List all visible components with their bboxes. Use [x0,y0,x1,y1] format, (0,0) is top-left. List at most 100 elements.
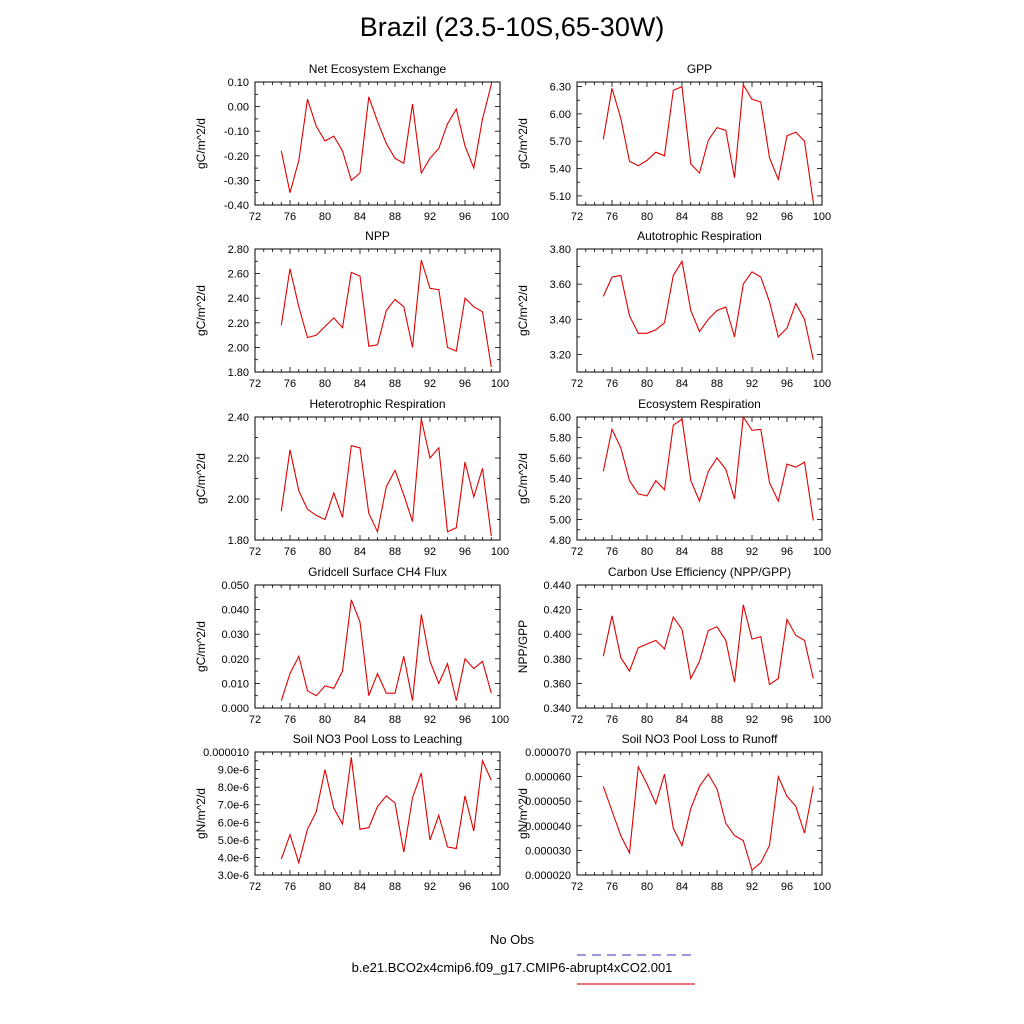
x-tick-label: 84 [676,714,688,726]
x-tick-label: 72 [571,546,583,558]
x-tick-label: 96 [781,714,793,726]
x-tick-label: 100 [491,378,509,390]
plot-frame [576,584,823,709]
y-tick-label: 5.40 [550,474,571,486]
y-tick-label: 0.10 [228,77,249,89]
plot-frame [576,751,823,876]
x-tick-label: 76 [606,378,618,390]
panel-title: Soil NO3 Pool Loss to Runoff [622,732,779,746]
y-tick-label: 7.0e-6 [218,800,249,812]
panel-title: Autotrophic Respiration [637,229,762,243]
y-tick-label: 4.80 [550,535,571,547]
x-tick-label: 72 [571,378,583,390]
panel-title: Gridcell Surface CH4 Flux [308,565,447,579]
x-tick-label: 92 [424,546,436,558]
x-tick-label: 100 [813,881,831,893]
y-tick-label: 0.360 [543,678,571,690]
x-tick-label: 80 [641,378,653,390]
chart-panel-2: GPP gC/m^2/d 72 76 80 84 88 92 96 100 5.10 5.40 5.70… [516,62,831,223]
y-tick-label: 0.010 [221,678,249,690]
y-axis-label: gC/m^2/d [516,118,530,169]
panel-title: Carbon Use Efficiency (NPP/GPP) [608,565,791,579]
chart-panel-5: Heterotrophic Respiration gC/m^2/d 72 76 80 8… [194,397,509,558]
y-tick-label: 0.340 [543,703,571,715]
x-tick-label: 76 [606,881,618,893]
y-tick-label: 2.40 [228,412,249,424]
x-tick-label: 100 [813,714,831,726]
legend [577,954,695,985]
x-tick-label: 96 [781,546,793,558]
y-tick-label: 2.60 [228,269,249,281]
x-tick-label: 88 [389,714,401,726]
x-tick-label: 100 [813,211,831,223]
x-tick-label: 72 [249,378,261,390]
x-tick-label: 100 [491,211,509,223]
x-tick-label: 96 [459,211,471,223]
y-axis-label: gC/m^2/d [516,285,530,336]
y-tick-label: 2.20 [228,453,249,465]
y-tick-label: 5.0e-6 [218,835,249,847]
x-tick-label: 80 [641,211,653,223]
x-tick-label: 84 [354,546,366,558]
y-tick-label: 0.000020 [525,870,571,882]
x-tick-label: 96 [459,881,471,893]
y-tick-label: 0.000030 [525,845,571,857]
x-tick-label: 80 [319,211,331,223]
panel-title: Net Ecosystem Exchange [309,62,447,76]
x-tick-label: 96 [459,546,471,558]
y-axis-label: gN/m^2/d [516,788,530,839]
y-tick-label: 0.000 [221,703,249,715]
series-line [602,259,814,360]
y-tick-label: 4.0e-6 [218,852,249,864]
x-tick-label: 88 [711,546,723,558]
chart-panel-4: Autotrophic Respiration gC/m^2/d 72 76 80 84 8… [516,229,831,390]
chart-panel-10: Soil NO3 Pool Loss to Runoff gN/m^2/d 72 76… [516,732,831,893]
y-tick-label: 0.030 [221,629,249,641]
y-tick-label: 0.020 [221,654,249,666]
y-tick-label: 5.60 [550,453,571,465]
x-tick-label: 80 [319,546,331,558]
y-tick-label: -0.20 [224,151,249,163]
x-tick-label: 92 [746,714,758,726]
x-tick-label: 92 [746,211,758,223]
y-tick-label: 5.10 [550,191,571,203]
x-tick-label: 88 [389,211,401,223]
x-tick-label: 72 [249,881,261,893]
y-tick-label: 0.050 [221,580,249,592]
x-tick-label: 100 [813,546,831,558]
x-tick-label: 96 [781,378,793,390]
x-tick-label: 96 [781,881,793,893]
x-tick-label: 88 [711,378,723,390]
plot-frame [254,751,501,876]
x-tick-label: 84 [676,378,688,390]
plot-frame [254,584,501,709]
y-tick-label: 2.00 [228,494,249,506]
y-tick-label: 0.400 [543,629,571,641]
series-line [602,82,814,203]
y-axis-label: gC/m^2/d [194,285,208,336]
y-tick-label: 0.000070 [525,747,571,759]
series-line [280,418,492,536]
y-tick-label: 2.40 [228,293,249,305]
x-tick-label: 92 [746,881,758,893]
y-tick-label: 5.80 [550,433,571,445]
x-tick-label: 88 [389,881,401,893]
x-tick-label: 80 [319,378,331,390]
x-tick-label: 96 [459,378,471,390]
y-tick-label: -0.30 [224,175,249,187]
chart-panel-1: Net Ecosystem Exchange gC/m^2/d 72 76 80 84 88… [194,62,509,223]
y-tick-label: 9.0e-6 [218,765,249,777]
y-axis-label: gC/m^2/d [194,118,208,169]
x-tick-label: 76 [284,546,296,558]
x-tick-label: 72 [249,714,261,726]
x-tick-label: 100 [491,881,509,893]
x-tick-label: 92 [424,714,436,726]
x-tick-label: 76 [606,714,618,726]
y-tick-label: 5.70 [550,136,571,148]
y-tick-label: 3.0e-6 [218,870,249,882]
x-tick-label: 76 [284,714,296,726]
y-tick-label: 0.00 [228,102,249,114]
x-tick-label: 84 [676,881,688,893]
legend-label-model: b.e21.BCO2x4cmip6.f09_g17.CMIP6-abrupt4x… [351,960,673,975]
